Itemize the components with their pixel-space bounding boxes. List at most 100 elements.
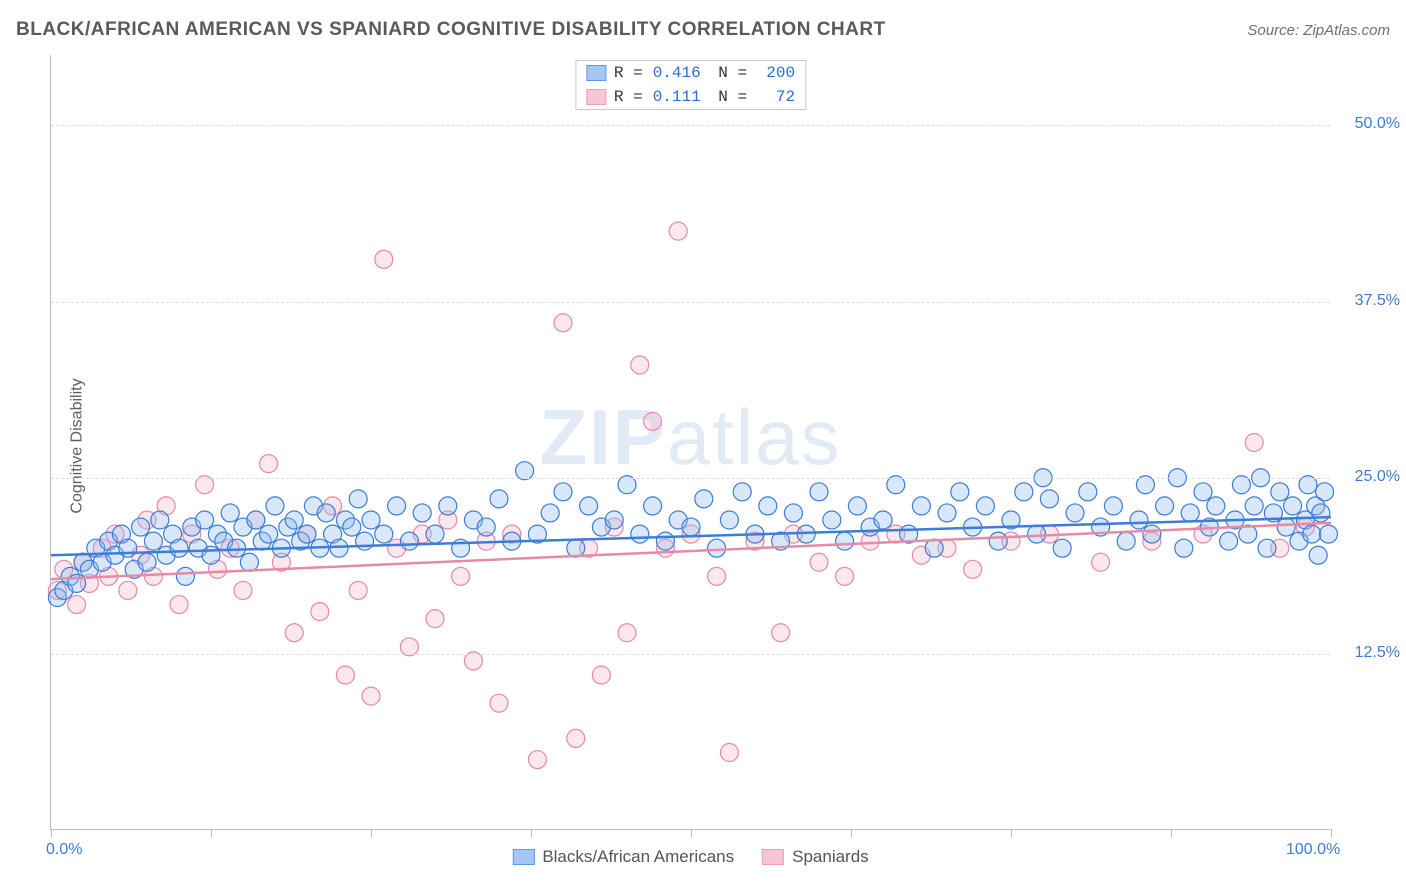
scatter-point-pink xyxy=(810,553,828,571)
scatter-point-blue xyxy=(605,511,623,529)
scatter-point-blue xyxy=(1312,504,1330,522)
scatter-point-blue xyxy=(682,518,700,536)
scatter-point-pink xyxy=(260,455,278,473)
scatter-point-blue xyxy=(1117,532,1135,550)
swatch-blue xyxy=(586,65,606,81)
scatter-point-blue xyxy=(260,525,278,543)
gridline-horizontal xyxy=(51,302,1330,303)
scatter-point-blue xyxy=(349,490,367,508)
scatter-point-blue xyxy=(330,539,348,557)
scatter-point-blue xyxy=(1194,483,1212,501)
scatter-point-blue xyxy=(317,504,335,522)
scatter-point-blue xyxy=(240,553,258,571)
scatter-point-blue xyxy=(720,511,738,529)
scatter-point-blue xyxy=(784,504,802,522)
y-tick-label: 37.5% xyxy=(1355,292,1400,310)
scatter-point-blue xyxy=(989,532,1007,550)
scatter-point-pink xyxy=(234,581,252,599)
scatter-point-blue xyxy=(938,504,956,522)
stats-n-label: N = xyxy=(709,88,747,106)
scatter-point-blue xyxy=(951,483,969,501)
scatter-point-pink xyxy=(567,729,585,747)
scatter-point-blue xyxy=(228,539,246,557)
stats-legend-box: R = 0.416 N = 200 R = 0.111 N = 72 xyxy=(575,60,806,110)
scatter-point-pink xyxy=(772,624,790,642)
scatter-point-blue xyxy=(1284,497,1302,515)
scatter-point-pink xyxy=(336,666,354,684)
scatter-point-blue xyxy=(119,539,137,557)
scatter-point-blue xyxy=(836,532,854,550)
scatter-point-blue xyxy=(356,532,374,550)
scatter-point-blue xyxy=(413,504,431,522)
scatter-point-pink xyxy=(490,694,508,712)
scatter-point-pink xyxy=(964,560,982,578)
scatter-point-blue xyxy=(1130,511,1148,529)
scatter-point-pink xyxy=(349,581,367,599)
scatter-point-blue xyxy=(656,532,674,550)
scatter-point-blue xyxy=(151,511,169,529)
scatter-point-blue xyxy=(541,504,559,522)
scatter-point-pink xyxy=(375,250,393,268)
scatter-point-blue xyxy=(1277,518,1295,536)
scatter-point-blue xyxy=(554,483,572,501)
scatter-point-pink xyxy=(554,314,572,332)
x-tick xyxy=(211,829,212,837)
scatter-point-blue xyxy=(266,497,284,515)
scatter-point-pink xyxy=(618,624,636,642)
scatter-point-blue xyxy=(912,497,930,515)
scatter-point-blue xyxy=(1207,497,1225,515)
scatter-point-blue xyxy=(1309,546,1327,564)
swatch-pink xyxy=(586,89,606,105)
y-tick-label: 50.0% xyxy=(1355,115,1400,133)
scatter-point-blue xyxy=(810,483,828,501)
scatter-point-blue xyxy=(176,567,194,585)
scatter-point-pink xyxy=(720,744,738,762)
scatter-point-pink xyxy=(631,356,649,374)
x-tick xyxy=(51,829,52,837)
scatter-point-blue xyxy=(439,497,457,515)
scatter-point-blue xyxy=(695,490,713,508)
stats-r-label: R = xyxy=(614,64,643,82)
legend-label-pink: Spaniards xyxy=(792,847,869,867)
legend-item-blue: Blacks/African Americans xyxy=(512,847,734,867)
source-label: Source: ZipAtlas.com xyxy=(1247,22,1390,39)
gridline-horizontal xyxy=(51,478,1330,479)
scatter-point-blue xyxy=(375,525,393,543)
scatter-point-pink xyxy=(1092,553,1110,571)
scatter-point-blue xyxy=(285,511,303,529)
x-tick xyxy=(691,829,692,837)
legend-swatch-pink xyxy=(762,849,784,865)
scatter-point-blue xyxy=(733,483,751,501)
scatter-point-blue xyxy=(138,553,156,571)
scatter-point-blue xyxy=(362,511,380,529)
gridline-horizontal xyxy=(51,125,1330,126)
legend-item-pink: Spaniards xyxy=(762,847,869,867)
scatter-point-pink xyxy=(1245,434,1263,452)
legend-swatch-blue xyxy=(512,849,534,865)
scatter-point-blue xyxy=(1316,483,1334,501)
scatter-point-pink xyxy=(644,412,662,430)
scatter-point-blue xyxy=(976,497,994,515)
scatter-point-blue xyxy=(1303,525,1321,543)
scatter-point-blue xyxy=(132,518,150,536)
scatter-point-blue xyxy=(1220,532,1238,550)
scatter-point-blue xyxy=(631,525,649,543)
scatter-point-blue xyxy=(580,497,598,515)
gridline-horizontal xyxy=(51,654,1330,655)
scatter-point-blue xyxy=(221,504,239,522)
y-tick-label: 25.0% xyxy=(1355,468,1400,486)
stats-row-blue: R = 0.416 N = 200 xyxy=(576,61,805,85)
scatter-point-blue xyxy=(848,497,866,515)
scatter-point-blue xyxy=(400,532,418,550)
header-bar: BLACK/AFRICAN AMERICAN VS SPANIARD COGNI… xyxy=(0,0,1406,50)
scatter-point-blue xyxy=(925,539,943,557)
scatter-point-blue xyxy=(1181,504,1199,522)
stats-n-blue: 200 xyxy=(755,64,795,82)
scatter-point-pink xyxy=(836,567,854,585)
scatter-point-pink xyxy=(170,596,188,614)
scatter-point-pink xyxy=(708,567,726,585)
scatter-point-pink xyxy=(452,567,470,585)
x-tick-label: 100.0% xyxy=(1286,841,1340,859)
scatter-point-blue xyxy=(343,518,361,536)
stats-n-pink: 72 xyxy=(755,88,795,106)
